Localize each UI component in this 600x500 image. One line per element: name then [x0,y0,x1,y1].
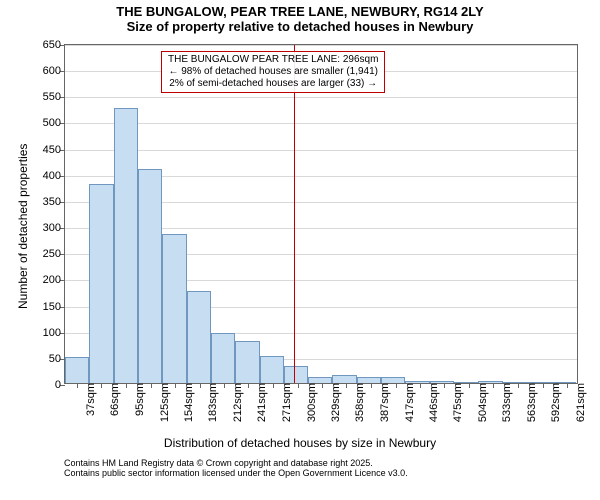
xtick-label: 592sqm [545,383,563,422]
xtick-label: 300sqm [300,383,318,422]
xtick-mark [224,383,225,388]
xtick-label: 95sqm [128,383,146,416]
ytick-label: 250 [43,248,65,260]
chart-title-line1: THE BUNGALOW, PEAR TREE LANE, NEWBURY, R… [0,4,600,19]
ytick-label: 300 [43,222,65,234]
xtick-mark [493,383,494,388]
gridline [65,123,577,124]
xtick-label: 504sqm [471,383,489,422]
reference-callout-line: ← 98% of detached houses are smaller (1,… [168,66,378,78]
xtick-label: 66sqm [103,383,121,416]
histogram-bar [138,169,162,383]
histogram-bar [114,108,138,383]
reference-callout-line: 2% of semi-detached houses are larger (3… [168,78,378,90]
ytick-label: 150 [43,301,65,313]
ytick-label: 350 [43,196,65,208]
ytick-label: 100 [43,327,65,339]
xtick-label: 329sqm [324,383,342,422]
xtick-label: 183sqm [202,383,220,422]
ytick-label: 400 [43,170,65,182]
ytick-label: 650 [43,39,65,51]
xtick-mark [396,383,397,388]
y-axis-label: Number of detached properties [16,144,30,309]
histogram-bar [187,291,211,383]
ytick-label: 550 [43,91,65,103]
xtick-mark [518,383,519,388]
histogram-bar [260,356,284,383]
xtick-mark [151,383,152,388]
histogram-bar [332,375,356,383]
ytick-label: 0 [55,379,65,391]
reference-callout-line: THE BUNGALOW PEAR TREE LANE: 296sqm [168,54,378,66]
xtick-label: 241sqm [250,383,268,422]
ytick-label: 500 [43,117,65,129]
figure: THE BUNGALOW, PEAR TREE LANE, NEWBURY, R… [0,0,600,500]
chart-title: THE BUNGALOW, PEAR TREE LANE, NEWBURY, R… [0,4,600,34]
xtick-mark [371,383,372,388]
xtick-label: 475sqm [446,383,464,422]
footer-line2: Contains public sector information licen… [64,468,408,478]
xtick-mark [175,383,176,388]
histogram-bar [65,357,89,383]
reference-line [294,45,295,383]
xtick-label: 446sqm [422,383,440,422]
xtick-label: 563sqm [520,383,538,422]
ytick-label: 450 [43,144,65,156]
xtick-label: 37sqm [79,383,97,416]
histogram-bar [162,234,186,383]
xtick-label: 417sqm [398,383,416,422]
plot-area: 0501001502002503003504004505005506006503… [64,44,578,384]
ytick-label: 600 [43,65,65,77]
footer-attribution: Contains HM Land Registry data © Crown c… [64,458,408,478]
chart-title-line2: Size of property relative to detached ho… [0,19,600,34]
gridline [65,97,577,98]
xtick-label: 621sqm [569,383,587,422]
xtick-label: 125sqm [153,383,171,422]
histogram-bar [89,184,113,383]
histogram-bar [235,341,259,383]
xtick-label: 154sqm [177,383,195,422]
xtick-label: 358sqm [348,383,366,422]
footer-line1: Contains HM Land Registry data © Crown c… [64,458,408,468]
histogram-bar [284,366,308,383]
xtick-mark [298,383,299,388]
xtick-mark [126,383,127,388]
xtick-mark [469,383,470,388]
gridline [65,45,577,46]
xtick-label: 387sqm [373,383,391,422]
xtick-mark [567,383,568,388]
xtick-mark [248,383,249,388]
gridline [65,150,577,151]
xtick-mark [420,383,421,388]
x-axis-label: Distribution of detached houses by size … [0,436,600,450]
xtick-label: 212sqm [226,383,244,422]
xtick-label: 533sqm [495,383,513,422]
xtick-mark [77,383,78,388]
ytick-label: 50 [49,353,65,365]
xtick-label: 271sqm [275,383,293,422]
ytick-label: 200 [43,274,65,286]
xtick-mark [322,383,323,388]
reference-callout: THE BUNGALOW PEAR TREE LANE: 296sqm← 98%… [161,51,385,93]
histogram-bar [211,333,235,383]
